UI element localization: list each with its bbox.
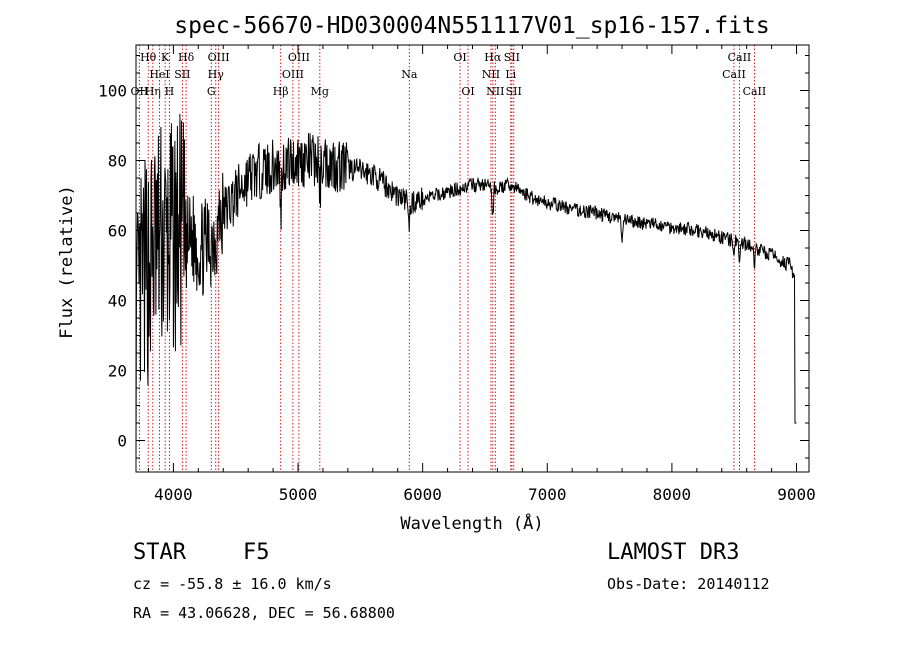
redshift-readout: cz = -55.8 ± 16.0 km/s bbox=[133, 575, 332, 593]
line-marker-label-2: Hη bbox=[145, 85, 161, 98]
axis-ticks: 4000 5000 6000 7000 8000 9000 0 20 40 60 80 100 bbox=[98, 45, 816, 504]
y-tick-label: 0 bbox=[117, 432, 127, 451]
line-marker-label-15: Na bbox=[401, 68, 418, 81]
x-tick-label: 9000 bbox=[777, 485, 816, 504]
y-tick-label: 80 bbox=[108, 152, 127, 171]
spectral-subclass: F5 bbox=[243, 540, 270, 565]
x-tick-label: 7000 bbox=[528, 485, 567, 504]
spectrum-series bbox=[135, 113, 797, 455]
line-marker-label-7: Hδ bbox=[178, 51, 195, 64]
spectrum-line bbox=[135, 113, 797, 455]
line-marker-label-22: SII bbox=[504, 51, 520, 64]
line-markers: OII Hθ Hη K HeI H SII Hδ G Hγ OIII Hβ OIII OIII Mg Na OI… bbox=[131, 45, 767, 472]
line-marker-label-0: OII bbox=[131, 85, 149, 98]
line-marker-label-1: Hθ bbox=[140, 51, 157, 64]
y-axis-label: Flux (relative) bbox=[57, 185, 77, 339]
line-marker-label-26: CaII bbox=[743, 85, 767, 98]
line-marker-label-13: OIII bbox=[288, 51, 310, 64]
obs-date: Obs-Date: 20140112 bbox=[607, 575, 770, 593]
line-marker-label-25: CaII bbox=[728, 51, 752, 64]
line-marker-label-10: OIII bbox=[208, 51, 230, 64]
x-tick-label: 5000 bbox=[279, 485, 318, 504]
x-tick-label: 6000 bbox=[403, 485, 442, 504]
line-marker-label-16: OI bbox=[453, 51, 466, 64]
line-marker-label-17: OI bbox=[461, 85, 474, 98]
line-marker-label-5: H bbox=[165, 85, 175, 98]
survey-name: LAMOST DR3 bbox=[607, 540, 740, 565]
x-axis-label: Wavelength (Å) bbox=[400, 512, 543, 534]
line-marker-label-14: Mg bbox=[311, 85, 329, 98]
plot-frame bbox=[135, 44, 810, 473]
x-tick-label: 8000 bbox=[653, 485, 692, 504]
y-tick-label: 20 bbox=[108, 362, 127, 381]
line-marker-label-12: OIII bbox=[282, 68, 304, 81]
line-marker-label-21: Li bbox=[505, 68, 516, 81]
object-type: STAR bbox=[133, 540, 186, 565]
line-marker-label-20: NII bbox=[486, 85, 504, 98]
y-tick-label: 40 bbox=[108, 292, 127, 311]
y-tick-label: 100 bbox=[98, 82, 127, 101]
line-marker-label-24: CaII bbox=[722, 68, 746, 81]
coordinates: RA = 43.06628, DEC = 56.68800 bbox=[133, 604, 395, 622]
line-marker-label-18: NII bbox=[482, 68, 500, 81]
line-marker-label-23: SII bbox=[506, 85, 522, 98]
y-tick-label: 60 bbox=[108, 222, 127, 241]
line-marker-label-11: Hβ bbox=[273, 85, 289, 98]
line-marker-label-3: K bbox=[161, 51, 170, 64]
line-marker-label-19: Hα bbox=[484, 51, 502, 64]
line-marker-label-6: SII bbox=[174, 68, 190, 81]
x-tick-label: 4000 bbox=[154, 485, 193, 504]
line-marker-label-9: Hγ bbox=[208, 68, 225, 81]
line-marker-label-8: G bbox=[207, 85, 216, 98]
chart-title: spec-56670-HD030004N551117V01_sp16-157.f… bbox=[174, 13, 769, 39]
line-marker-label-4: HeI bbox=[149, 68, 169, 81]
